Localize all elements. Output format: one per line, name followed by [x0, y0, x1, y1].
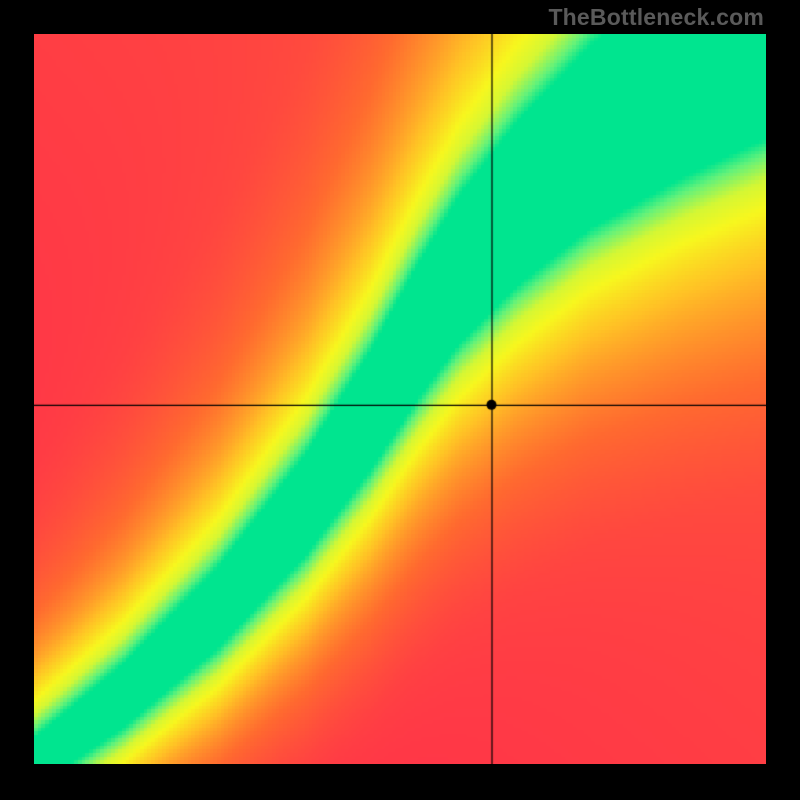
watermark-text: TheBottleneck.com — [548, 4, 764, 31]
heatmap-canvas — [34, 34, 766, 764]
chart-container: TheBottleneck.com — [0, 0, 800, 800]
